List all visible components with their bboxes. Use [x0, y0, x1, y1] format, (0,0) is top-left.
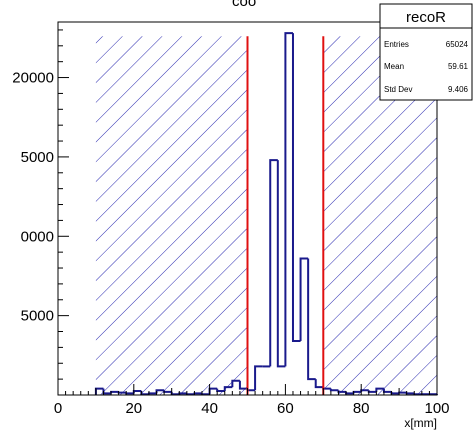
histogram-bin — [125, 392, 134, 395]
stats-mean-value: 59.61 — [448, 62, 469, 71]
histogram-bin — [254, 365, 263, 391]
histogram-bin — [246, 388, 256, 392]
header-fragment: coo — [232, 0, 256, 10]
hatched-region-0 — [95, 36, 248, 395]
histogram-bin — [329, 388, 339, 392]
x-tick-label: 80 — [353, 400, 370, 417]
histogram-bin — [413, 393, 422, 396]
y-tick-label: 0000 — [21, 228, 54, 245]
x-tick-label: 60 — [277, 400, 294, 417]
y-tick-label: 5000 — [21, 149, 54, 166]
x-tick-label: 0 — [54, 400, 62, 417]
histogram-bin — [405, 392, 415, 395]
histogram-bin — [398, 391, 407, 394]
stats-box: recoR Entries 65024 Mean 59.61 Std Dev 9… — [379, 3, 473, 101]
histogram-bin — [375, 387, 384, 392]
histogram-bin — [314, 379, 324, 389]
histogram-bin — [291, 33, 301, 343]
stats-entries-label: Entries — [384, 40, 409, 49]
stats-box-frame — [379, 3, 473, 101]
stats-mean-label: Mean — [384, 62, 404, 71]
x-tick-label: 40 — [201, 400, 218, 417]
histogram-bin — [147, 392, 157, 395]
stats-box-title: recoR — [406, 9, 446, 26]
histogram-bin — [238, 380, 248, 390]
histogram-bin — [299, 257, 309, 342]
cut-lines — [246, 36, 325, 395]
stats-std-value: 9.406 — [448, 85, 469, 94]
y-tick-label: 20000 — [12, 70, 54, 87]
x-axis: 0 20 40 60 80 100 — [54, 384, 450, 417]
histogram-bin — [284, 32, 293, 367]
y-axis: 5000 0000 5000 20000 — [12, 29, 69, 396]
histogram-bin — [117, 391, 127, 394]
x-axis-title: x[mm] — [404, 416, 437, 430]
histogram-bin — [193, 392, 203, 395]
histogram-bin — [276, 160, 286, 368]
histogram-bin — [185, 393, 195, 396]
stats-std-label: Std Dev — [384, 85, 412, 94]
histogram-bin — [178, 392, 187, 395]
histogram-bin — [269, 159, 278, 367]
y-tick-label: 5000 — [21, 308, 54, 325]
histogram-bin — [231, 379, 240, 388]
histogram-bin — [201, 393, 210, 396]
stats-entries-value: 65024 — [446, 40, 469, 49]
x-tick-label: 20 — [125, 400, 142, 417]
histogram-bin — [223, 386, 233, 392]
x-tick-label: 100 — [424, 400, 449, 417]
histogram-bin — [307, 258, 316, 381]
